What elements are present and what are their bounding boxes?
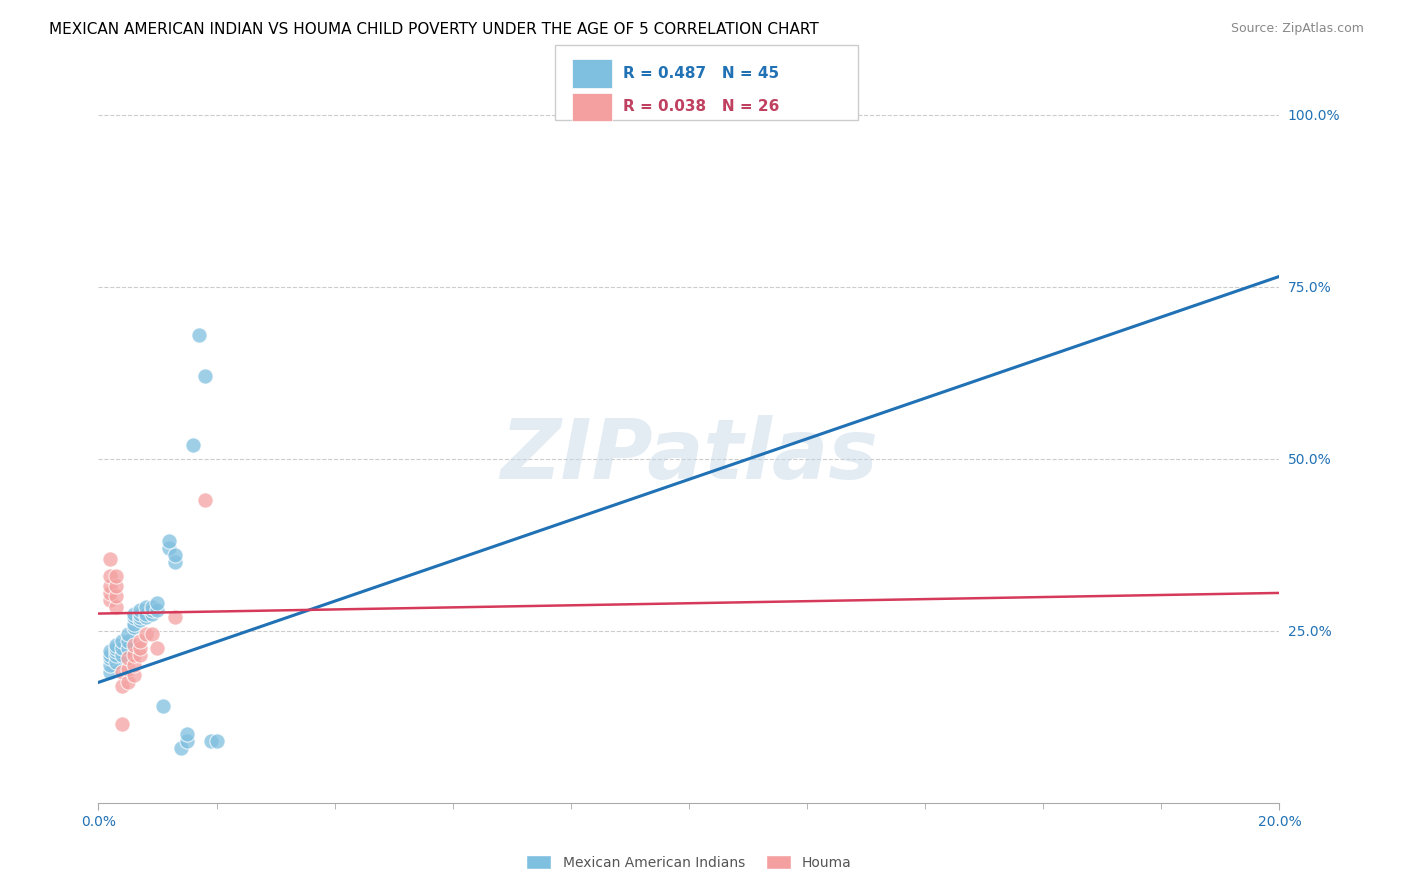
Point — [122, 638, 145, 652]
Point — [187, 327, 209, 342]
Point — [135, 627, 157, 641]
Point — [141, 627, 163, 641]
Point — [128, 640, 150, 655]
Point — [135, 599, 157, 614]
Point — [105, 640, 128, 655]
Point — [141, 607, 163, 621]
Point — [105, 648, 128, 662]
Point — [98, 651, 121, 665]
Point — [122, 610, 145, 624]
Point — [122, 616, 145, 631]
Text: MEXICAN AMERICAN INDIAN VS HOUMA CHILD POVERTY UNDER THE AGE OF 5 CORRELATION CH: MEXICAN AMERICAN INDIAN VS HOUMA CHILD P… — [49, 22, 818, 37]
Point — [98, 586, 121, 600]
Point — [128, 603, 150, 617]
Point — [170, 740, 193, 755]
Point — [146, 596, 169, 610]
Point — [117, 634, 139, 648]
Point — [165, 548, 187, 562]
Point — [98, 551, 121, 566]
Point — [111, 634, 134, 648]
Legend: Mexican American Indians, Houma: Mexican American Indians, Houma — [520, 849, 858, 875]
Point — [98, 579, 121, 593]
Point — [141, 599, 163, 614]
Text: ZIPatlas: ZIPatlas — [501, 416, 877, 497]
Text: Source: ZipAtlas.com: Source: ZipAtlas.com — [1230, 22, 1364, 36]
Point — [117, 640, 139, 655]
Point — [111, 648, 134, 662]
Point — [176, 734, 198, 748]
Point — [165, 610, 187, 624]
Point — [165, 555, 187, 569]
Point — [105, 590, 128, 604]
Point — [111, 640, 134, 655]
Point — [111, 665, 134, 679]
Text: R = 0.038   N = 26: R = 0.038 N = 26 — [623, 99, 779, 114]
Point — [105, 655, 128, 669]
Point — [135, 610, 157, 624]
Point — [176, 727, 198, 741]
Point — [122, 620, 145, 634]
Point — [135, 607, 157, 621]
Point — [98, 665, 121, 679]
Point — [98, 658, 121, 673]
Point — [122, 607, 145, 621]
Point — [105, 599, 128, 614]
Point — [157, 534, 180, 549]
Point — [98, 592, 121, 607]
Point — [117, 675, 139, 690]
Point — [98, 648, 121, 662]
Point — [181, 438, 204, 452]
Point — [122, 648, 145, 662]
Point — [128, 607, 150, 621]
Point — [205, 734, 228, 748]
Point — [128, 648, 150, 662]
Point — [105, 568, 128, 582]
Point — [128, 614, 150, 628]
Point — [117, 662, 139, 676]
Point — [122, 658, 145, 673]
Point — [194, 493, 217, 508]
Point — [194, 369, 217, 384]
Point — [105, 638, 128, 652]
Point — [157, 541, 180, 556]
Point — [146, 603, 169, 617]
Point — [128, 634, 150, 648]
Point — [111, 716, 134, 731]
Point — [128, 610, 150, 624]
Point — [152, 699, 174, 714]
Text: R = 0.487   N = 45: R = 0.487 N = 45 — [623, 66, 779, 81]
Point — [105, 579, 128, 593]
Point — [117, 651, 139, 665]
Point — [141, 603, 163, 617]
Point — [200, 734, 222, 748]
Point — [117, 627, 139, 641]
Point — [105, 644, 128, 658]
Point — [122, 668, 145, 682]
Point — [98, 568, 121, 582]
Point — [146, 640, 169, 655]
Point — [111, 679, 134, 693]
Point — [98, 644, 121, 658]
